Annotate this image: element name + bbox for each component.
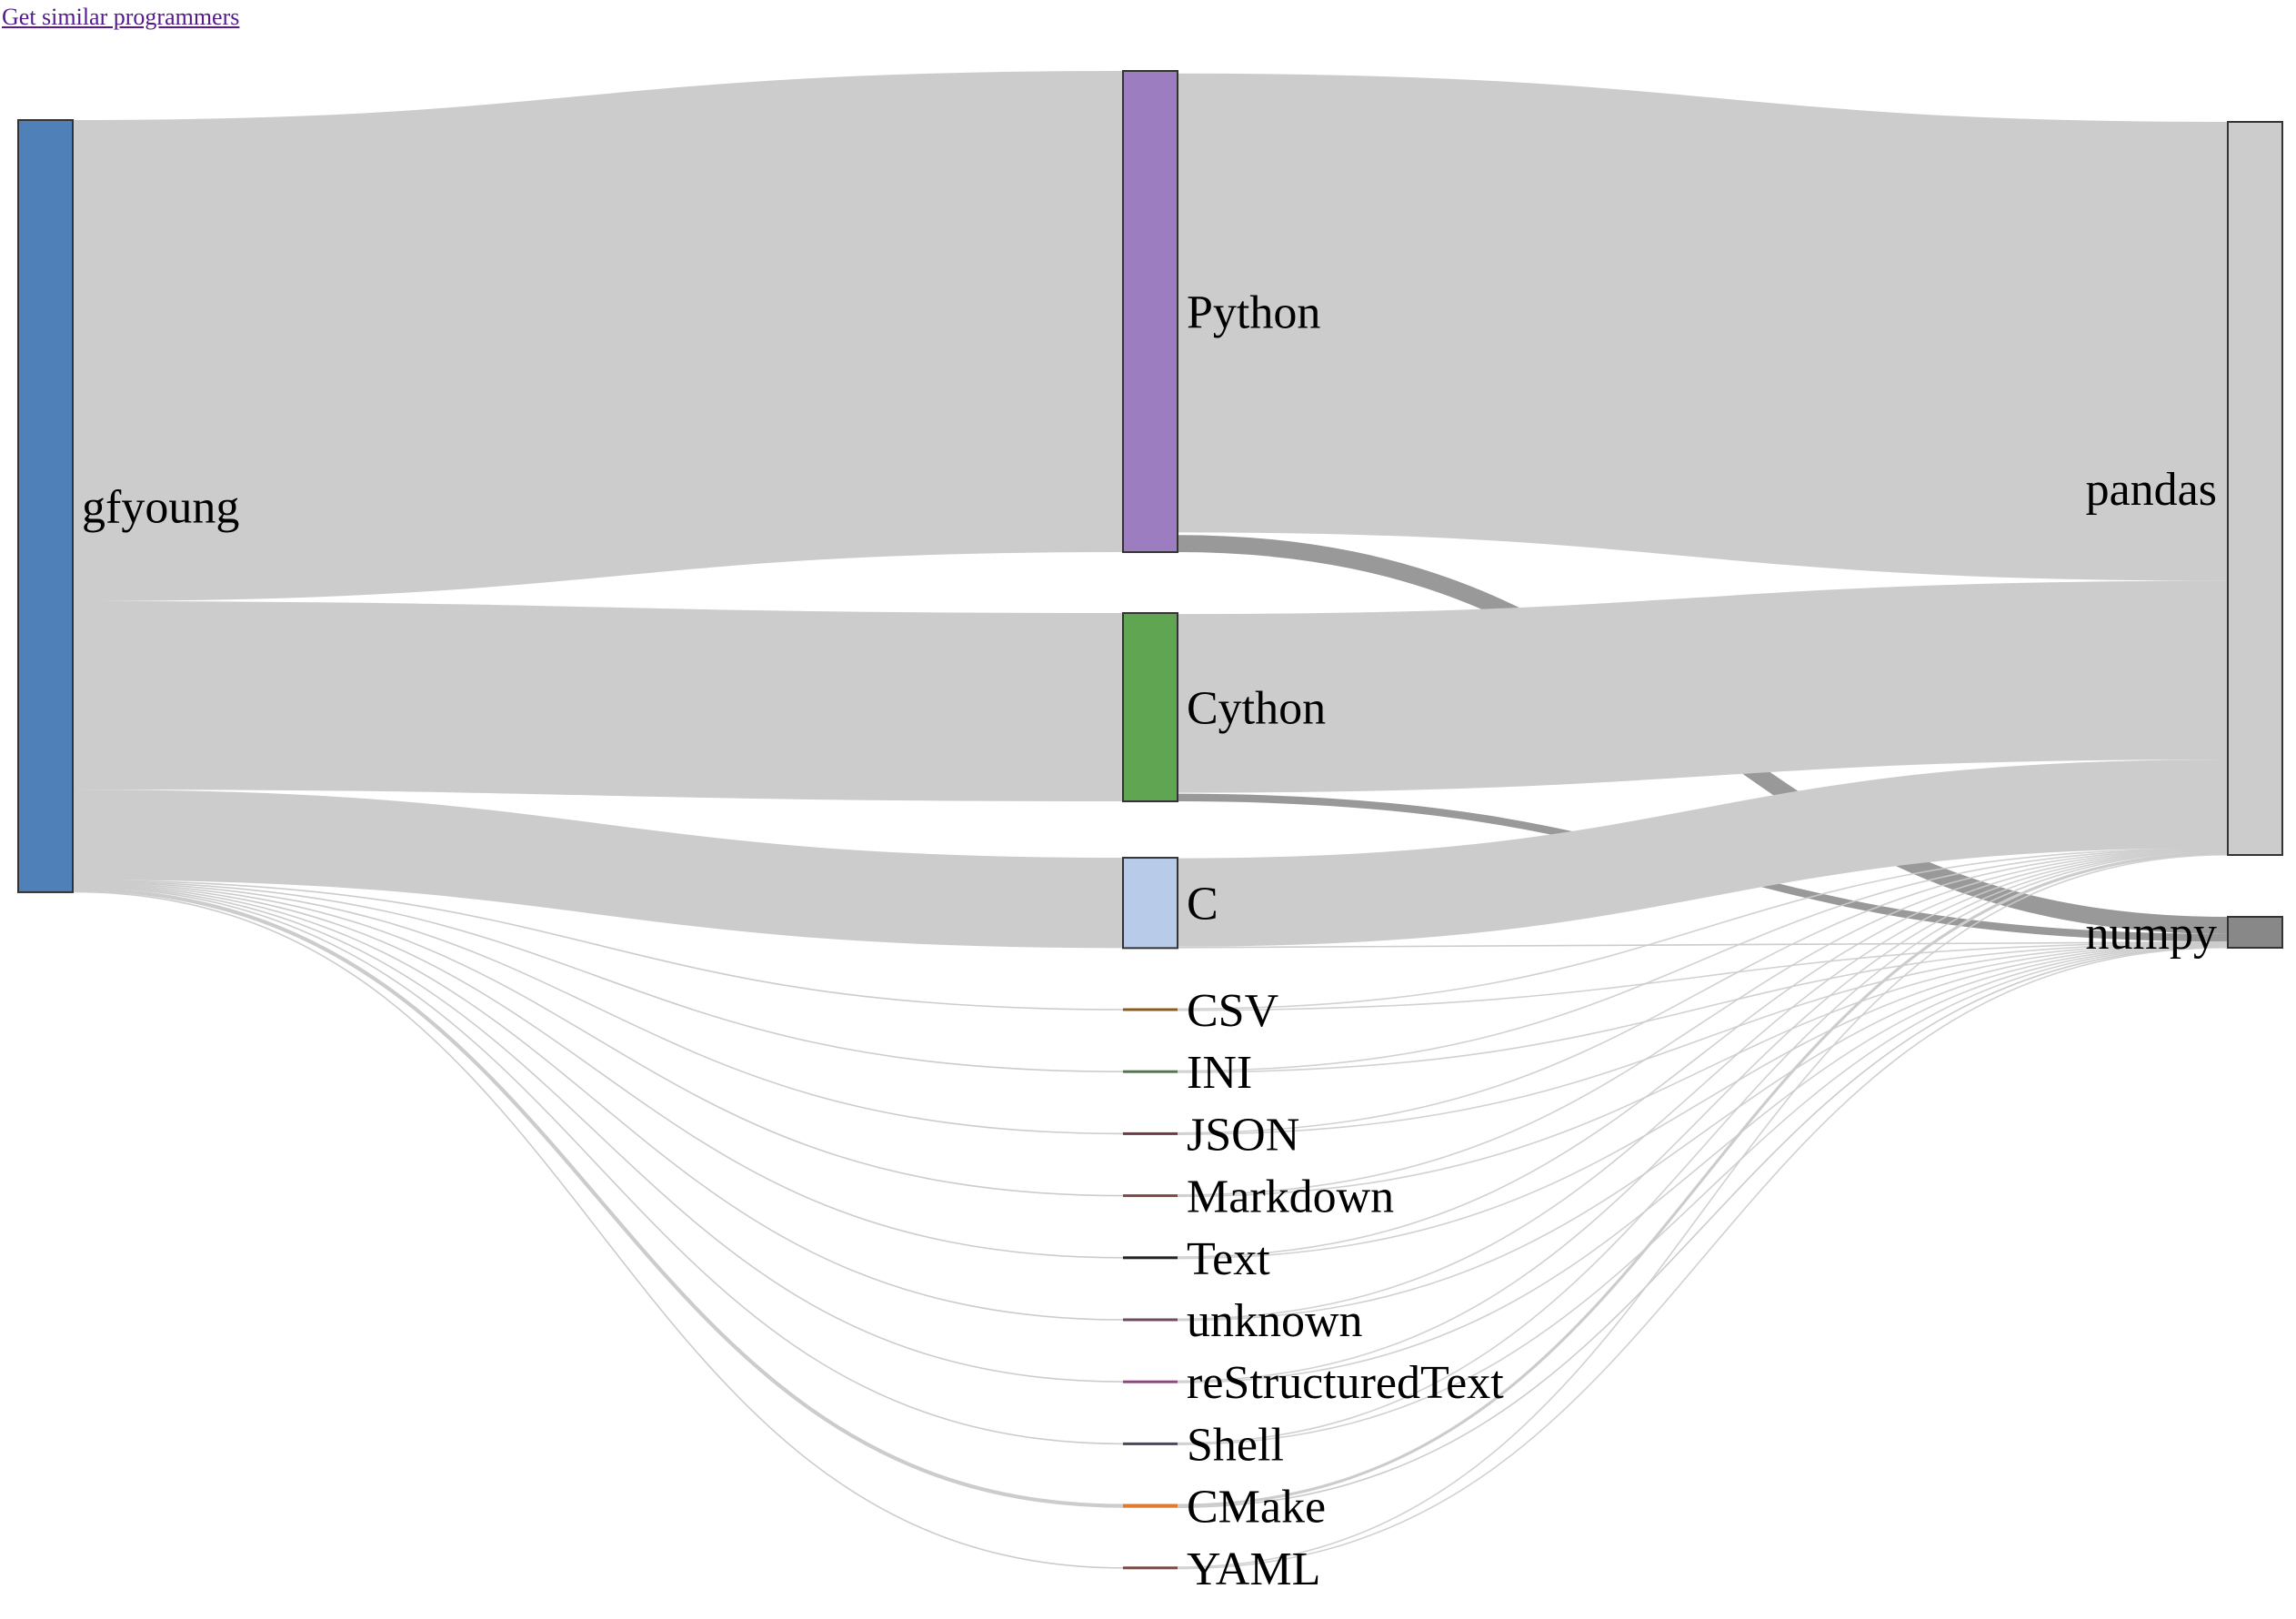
link-Shell-numpy[interactable] — [1177, 945, 2229, 1445]
node-label-numpy: numpy — [2086, 908, 2217, 960]
link-CSV-pandas[interactable] — [1177, 847, 2229, 1011]
link-gfyoung-reStructuredText[interactable] — [72, 885, 1124, 1383]
link-Markdown-numpy[interactable] — [1177, 943, 2229, 1198]
node-gfyoung[interactable] — [17, 119, 74, 893]
node-c[interactable] — [1122, 857, 1178, 950]
link-gfyoung-Text[interactable] — [72, 883, 1124, 1259]
link-gfyoung-unknown[interactable] — [72, 884, 1124, 1321]
link-YAML-pandas[interactable] — [1177, 853, 2229, 1568]
node-shell[interactable] — [1123, 1442, 1178, 1445]
node-yaml[interactable] — [1123, 1566, 1178, 1570]
node-pandas[interactable] — [2227, 121, 2283, 856]
node-restructuredtext[interactable] — [1123, 1380, 1178, 1383]
node-label-gfyoung: gfyoung — [82, 481, 239, 533]
node-csv[interactable] — [1123, 1008, 1178, 1011]
link-gfyoung-Python[interactable] — [72, 71, 1124, 602]
link-gfyoung-Shell[interactable] — [72, 886, 1124, 1445]
node-label-shell: Shell — [1187, 1419, 1284, 1471]
node-label-restructuredtext: reStructuredText — [1187, 1357, 1504, 1409]
link-JSON-numpy[interactable] — [1177, 942, 2229, 1135]
node-numpy[interactable] — [2227, 916, 2283, 949]
node-ini[interactable] — [1123, 1070, 1178, 1073]
node-label-pandas: pandas — [2086, 464, 2217, 516]
link-Text-pandas[interactable] — [1177, 849, 2229, 1258]
link-JSON-pandas[interactable] — [1177, 848, 2229, 1134]
link-INI-numpy[interactable] — [1177, 942, 2229, 1073]
link-Shell-pandas[interactable] — [1177, 850, 2229, 1444]
link-gfyoung-JSON[interactable] — [72, 881, 1124, 1135]
node-python[interactable] — [1122, 70, 1178, 554]
link-gfyoung-CMake[interactable] — [72, 887, 1124, 1508]
node-label-csv: CSV — [1187, 985, 1278, 1037]
link-INI-pandas[interactable] — [1177, 848, 2229, 1072]
link-Python-pandas[interactable] — [1177, 73, 2229, 581]
node-label-json: JSON — [1187, 1109, 1299, 1161]
nodes-layer — [17, 70, 2283, 1570]
link-YAML-numpy[interactable] — [1177, 946, 2229, 1570]
node-label-ini: INI — [1187, 1047, 1252, 1099]
links-layer — [72, 71, 2229, 1570]
link-gfyoung-Markdown[interactable] — [72, 882, 1124, 1197]
link-C-pandas[interactable] — [1177, 759, 2229, 947]
node-text[interactable] — [1123, 1256, 1178, 1260]
node-label-cython: Cython — [1187, 683, 1326, 735]
link-reStructuredText-numpy[interactable] — [1177, 944, 2229, 1383]
link-CSV-numpy[interactable] — [1177, 941, 2229, 1011]
link-CMake-numpy[interactable] — [1177, 946, 2229, 1508]
get-similar-programmers-link[interactable]: Get similar programmers — [2, 4, 240, 30]
link-gfyoung-YAML[interactable] — [72, 890, 1124, 1569]
node-label-markdown: Markdown — [1187, 1172, 1394, 1223]
link-gfyoung-INI[interactable] — [72, 880, 1124, 1072]
link-gfyoung-C[interactable] — [72, 789, 1124, 949]
link-Cython-pandas[interactable] — [1177, 580, 2229, 793]
link-unknown-numpy[interactable] — [1177, 944, 2229, 1322]
node-markdown[interactable] — [1123, 1194, 1178, 1198]
node-cython[interactable] — [1122, 612, 1178, 803]
node-cmake[interactable] — [1123, 1503, 1178, 1508]
labels-layer: gfyoung Python Cython C CSV INI JSON Markdown Te… — [82, 287, 2217, 1595]
node-label-unknown: unknown — [1187, 1295, 1363, 1347]
node-label-text: Text — [1187, 1233, 1270, 1285]
node-label-c: C — [1187, 879, 1218, 930]
link-unknown-pandas[interactable] — [1177, 850, 2229, 1321]
node-unknown[interactable] — [1123, 1318, 1178, 1322]
link-gfyoung-Cython[interactable] — [72, 601, 1124, 802]
node-label-yaml: YAML — [1187, 1544, 1320, 1595]
node-label-python: Python — [1187, 287, 1320, 339]
node-json[interactable] — [1123, 1131, 1178, 1135]
node-label-cmake: CMake — [1187, 1482, 1326, 1534]
link-reStructuredText-pandas[interactable] — [1177, 850, 2229, 1383]
link-CMake-pandas[interactable] — [1177, 851, 2229, 1507]
link-Markdown-pandas[interactable] — [1177, 849, 2229, 1196]
link-Text-numpy[interactable] — [1177, 943, 2229, 1260]
link-gfyoung-CSV[interactable] — [72, 880, 1124, 1011]
